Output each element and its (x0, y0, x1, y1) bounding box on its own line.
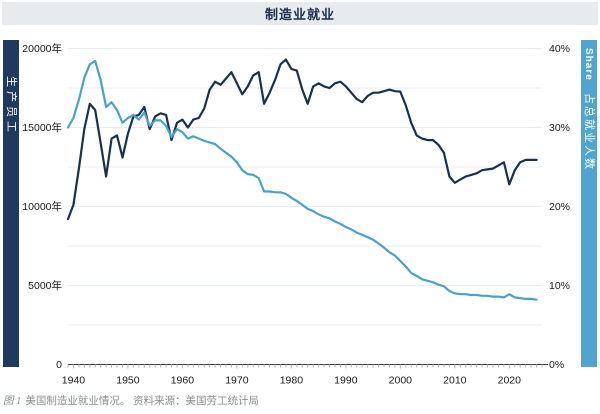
y-gridlines (68, 48, 542, 326)
figure-caption: 图 1 美国制造业就业情况。 资料来源：美国劳工统计局 (3, 393, 259, 408)
svg-text:1950: 1950 (116, 375, 140, 387)
y-axis-labels-right: 40% 30% 20% 10% 0% (549, 43, 570, 371)
series-line-employment (66, 58, 538, 221)
left-axis-bar (3, 40, 19, 367)
figure-caption-label: 图 1 (3, 396, 22, 407)
y-axis-labels-left: 20000年 15000年 10000年 5000年 0 (22, 42, 62, 371)
x-axis-ticks (67, 364, 543, 369)
svg-text:0%: 0% (549, 359, 564, 371)
svg-text:0: 0 (56, 359, 62, 371)
svg-text:2020: 2020 (498, 375, 522, 387)
svg-text:30%: 30% (549, 122, 570, 134)
page-title: 制造业就业 (264, 7, 335, 22)
svg-text:1940: 1940 (62, 375, 86, 387)
svg-text:5000年: 5000年 (28, 279, 62, 292)
figure-caption-text: 美国制造业就业情况。 资料来源：美国劳工统计局 (25, 396, 259, 407)
svg-text:20000年: 20000年 (22, 42, 62, 55)
svg-text:2010: 2010 (443, 375, 467, 387)
svg-text:15000年: 15000年 (22, 121, 62, 134)
title-bar: 制造业就业 (2, 2, 598, 25)
svg-text:40%: 40% (549, 43, 570, 55)
svg-text:2000: 2000 (389, 375, 413, 387)
svg-text:1990: 1990 (334, 375, 358, 387)
svg-text:1960: 1960 (171, 375, 195, 387)
right-axis-bar (581, 40, 597, 367)
svg-text:10000年: 10000年 (22, 200, 62, 213)
x-axis-labels: 1940 1950 1960 1970 1980 1990 2000 2010 2020 (62, 375, 521, 387)
svg-text:20%: 20% (549, 201, 570, 213)
svg-text:10%: 10% (549, 280, 570, 292)
svg-text:1980: 1980 (280, 375, 304, 387)
svg-text:1970: 1970 (225, 375, 249, 387)
series-line-share (66, 59, 538, 301)
